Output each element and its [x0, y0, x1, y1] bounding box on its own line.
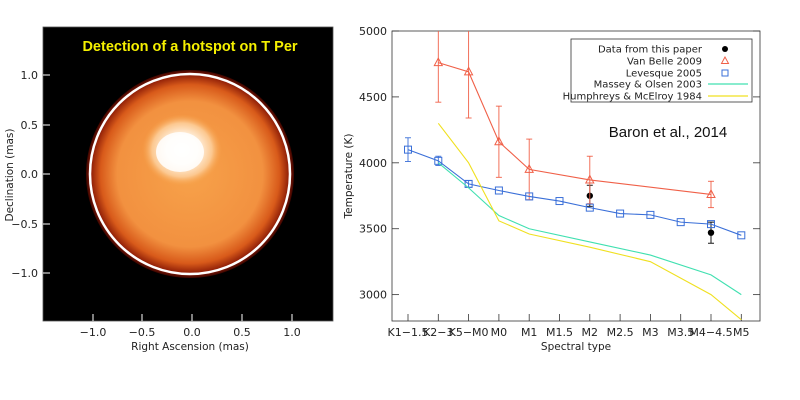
- left-x-tick-label: 0.5: [233, 326, 251, 339]
- left-x-tick-label: 0.0: [183, 326, 201, 339]
- y-tick-label: 3000: [359, 289, 387, 302]
- left-y-tick-label: 1.0: [21, 69, 39, 82]
- limb-circle: [88, 72, 292, 276]
- legend-label: Massey & Olsen 2003: [594, 80, 702, 91]
- left-y-axis-label: Declination (mas): [4, 128, 16, 221]
- x-tick-label: M1: [521, 326, 538, 339]
- x-tick-label: M3: [642, 326, 659, 339]
- data-point-levesque-2005: [555, 197, 564, 206]
- left-axis-ticks: −1.0 −0.5 0.0 0.5 1.0 1.0 0.5 0.0 −0.5 −1.0: [11, 69, 300, 339]
- series-line-massey-olsen-2003: [437, 162, 742, 296]
- data-point-levesque-2005: [404, 145, 412, 154]
- left-y-tick-label: −0.5: [11, 218, 38, 231]
- chart-marks: [404, 31, 746, 321]
- legend-label: Humphreys & McElroy 1984: [563, 92, 702, 103]
- data-point-levesque-2005: [525, 192, 534, 201]
- left-x-tick-label: −0.5: [129, 326, 156, 339]
- x-tick-label: M0: [491, 326, 508, 339]
- data-point-van-belle-2009: [524, 163, 535, 173]
- y-tick-label: 4000: [359, 157, 387, 170]
- legend-label: Van Belle 2009: [627, 57, 702, 68]
- citation-annotation: Baron et al., 2014: [609, 124, 727, 141]
- hotspot-core: [156, 132, 204, 172]
- left-x-axis-label: Right Ascension (mas): [131, 341, 249, 353]
- left-y-tick-label: 0.0: [21, 168, 39, 181]
- hotspot-figure: Detection of a hotspot on T Per −1.0 −0.5…: [4, 26, 334, 353]
- data-point-levesque-2005: [464, 179, 473, 188]
- left-y-tick-label: 0.5: [21, 119, 39, 132]
- chart-y-axis-label: Temperature (K): [343, 134, 355, 220]
- legend-marker: [722, 46, 728, 52]
- x-tick-label: M1.5: [546, 326, 573, 339]
- x-tick-label: M4−4.5: [689, 326, 732, 339]
- data-point-van-belle-2009: [706, 188, 716, 198]
- x-tick-label: K1−1.5: [388, 326, 429, 339]
- data-point-levesque-2005: [434, 156, 443, 165]
- data-point-van-belle-2009: [584, 174, 595, 184]
- legend-box: [570, 38, 753, 103]
- data-point-levesque-2005: [737, 231, 746, 240]
- x-tick-label: M3.5: [667, 326, 694, 339]
- data-point-levesque-2005: [646, 210, 655, 219]
- data-point-levesque-2005: [494, 186, 503, 195]
- series-line-van-belle-2009: [438, 62, 712, 196]
- data-point-data-from-this-paper: [586, 192, 593, 199]
- x-tick-label: M2: [582, 326, 599, 339]
- legend-label: Data from this paper: [598, 45, 703, 56]
- data-point-levesque-2005: [676, 218, 685, 227]
- x-tick-label: M2.5: [607, 326, 634, 339]
- x-tick-label: M5: [733, 326, 750, 339]
- legend-marker: [720, 55, 730, 64]
- data-point-van-belle-2009: [494, 136, 504, 146]
- data-point-van-belle-2009: [433, 57, 444, 67]
- y-tick-label: 3500: [359, 223, 387, 236]
- data-point-levesque-2005: [707, 220, 715, 229]
- chart-axes: 3000 3500 4000 4500 5000 K1−1.5K2−3K5−M0 M0 M1 M…: [359, 25, 760, 339]
- y-tick-label: 5000: [359, 25, 387, 38]
- legend-label: Levesque 2005: [626, 69, 702, 80]
- data-point-van-belle-2009: [463, 66, 474, 76]
- data-point-levesque-2005: [585, 203, 594, 212]
- left-x-tick-label: 1.0: [283, 326, 301, 339]
- chart-x-axis-label: Spectral type: [541, 341, 611, 353]
- series-line-levesque-2005: [407, 149, 742, 236]
- data-point-levesque-2005: [616, 209, 625, 218]
- left-title: Detection of a hotspot on T Per: [82, 39, 297, 55]
- legend-marker: [721, 69, 729, 77]
- data-point-data-from-this-paper: [707, 229, 715, 236]
- y-tick-label: 4500: [359, 91, 387, 104]
- series-line-humphreys-mcelroy-1984: [437, 122, 742, 321]
- plot-frame: [391, 30, 761, 322]
- x-tick-label: K2−3: [423, 326, 453, 339]
- left-x-tick-label: −1.0: [80, 326, 107, 339]
- x-tick-label: K5−M0: [449, 326, 489, 339]
- left-y-tick-label: −1.0: [11, 267, 38, 280]
